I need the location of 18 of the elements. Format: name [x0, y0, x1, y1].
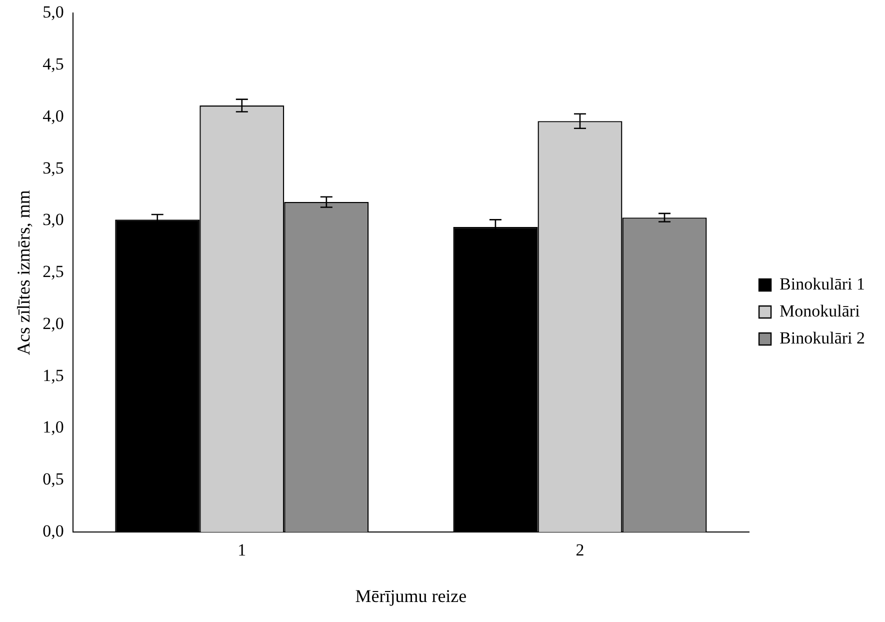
- x-axis-title: Mērījumu reize: [355, 586, 467, 606]
- y-tick-label: 1,0: [42, 418, 64, 437]
- y-tick-label: 3,0: [42, 210, 64, 230]
- y-tick-label: 3,5: [42, 158, 64, 178]
- y-tick-label: 5,0: [42, 2, 64, 22]
- y-tick-label: 2,0: [42, 314, 64, 333]
- y-axis-title: Acs zīlītes izmērs, mm: [14, 190, 34, 356]
- x-tick-label: 1: [238, 540, 246, 560]
- x-tick-label: 2: [576, 540, 584, 560]
- legend-label: Monokulāri: [780, 301, 860, 320]
- y-tick-label: 4,0: [42, 106, 64, 126]
- y-tick-label: 1,5: [42, 366, 64, 385]
- legend-label: Binokulāri 2: [780, 328, 866, 348]
- y-tick-label: 0,0: [42, 521, 64, 540]
- y-tick-label: 4,5: [42, 54, 64, 74]
- y-tick-label: 2,5: [42, 262, 64, 282]
- legend-label: Binokulāri 1: [780, 274, 866, 294]
- y-tick-label: 0,5: [42, 470, 64, 489]
